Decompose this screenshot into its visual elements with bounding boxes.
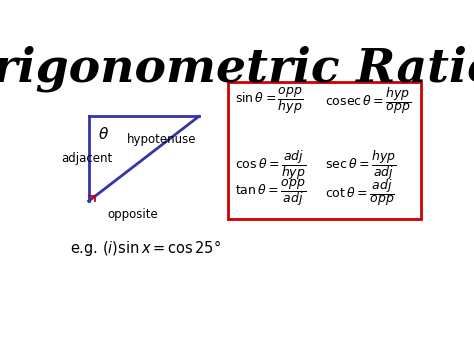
Text: $\mathrm{cosec}\,\theta = \dfrac{hyp}{opp}$: $\mathrm{cosec}\,\theta = \dfrac{hyp}{op… xyxy=(325,85,411,116)
Text: adjacent: adjacent xyxy=(61,152,112,165)
Text: hypotenuse: hypotenuse xyxy=(127,133,197,146)
Text: $\tan\theta = \dfrac{opp}{adj}$: $\tan\theta = \dfrac{opp}{adj}$ xyxy=(235,177,306,208)
Text: $\sin\theta = \dfrac{opp}{hyp}$: $\sin\theta = \dfrac{opp}{hyp}$ xyxy=(235,85,303,116)
Text: $\cot\theta = \dfrac{adj}{opp}$: $\cot\theta = \dfrac{adj}{opp}$ xyxy=(325,177,395,208)
Text: $\sec\theta = \dfrac{hyp}{adj}$: $\sec\theta = \dfrac{hyp}{adj}$ xyxy=(325,148,396,182)
Bar xyxy=(228,82,421,219)
Text: e.g. $(i)\sin x = \cos 25°$: e.g. $(i)\sin x = \cos 25°$ xyxy=(70,238,221,258)
Text: opposite: opposite xyxy=(107,208,158,221)
Text: $\cos\theta = \dfrac{adj}{hyp}$: $\cos\theta = \dfrac{adj}{hyp}$ xyxy=(235,148,306,182)
Text: $\theta$: $\theta$ xyxy=(98,126,109,142)
Text: Trigonometric Ratios: Trigonometric Ratios xyxy=(0,45,474,92)
